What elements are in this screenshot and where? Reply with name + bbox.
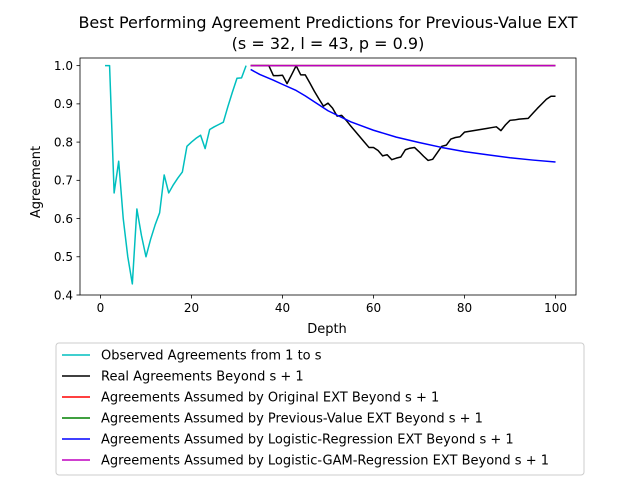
x-tick-label: 80 [457, 301, 472, 315]
series-group [105, 64, 556, 285]
y-tick-label: 1.0 [54, 59, 73, 73]
legend-label-2: Real Agreements Beyond s + 1 [101, 370, 304, 385]
y-tick-label: 0.5 [54, 250, 73, 264]
legend-label-1: Observed Agreements from 1 to s [101, 349, 322, 364]
y-tick-label: 0.4 [54, 288, 73, 302]
x-tick-label: 60 [366, 301, 381, 315]
y-axis-label: Agreement [29, 146, 44, 218]
series-line-5 [250, 68, 556, 163]
x-axis-label: Depth [307, 322, 347, 337]
x-tick-label: 100 [544, 301, 567, 315]
legend-label-5: Agreements Assumed by Logistic-Regressio… [101, 433, 514, 448]
y-tick-label: 0.8 [54, 135, 73, 149]
legend: Observed Agreements from 1 to s Real Agre… [55, 342, 585, 476]
legend-label-3: Agreements Assumed by Original EXT Beyon… [101, 391, 439, 406]
x-tick-label: 0 [97, 301, 105, 315]
series-line-2 [250, 64, 556, 162]
legend-label-4: Agreements Assumed by Previous-Value EXT… [101, 412, 483, 427]
y-tick-label: 0.9 [54, 97, 73, 111]
legend-box [55, 342, 585, 476]
legend-label-6: Agreements Assumed by Logistic-GAM-Regre… [101, 454, 549, 469]
x-tick-label: 20 [184, 301, 199, 315]
series-line-1 [105, 64, 247, 285]
y-tick-label: 0.6 [54, 212, 73, 226]
axes-frame [79, 57, 577, 296]
y-tick-label: 0.7 [54, 174, 73, 188]
plot-area: 0 20 40 60 80 100 0.4 0.5 0.6 0.7 0.8 0.9 1.0 [54, 57, 577, 315]
x-tick-label: 40 [275, 301, 290, 315]
chart-subtitle: (s = 32, l = 43, p = 0.9) [232, 34, 425, 53]
chart-title: Best Performing Agreement Predictions fo… [78, 13, 577, 32]
